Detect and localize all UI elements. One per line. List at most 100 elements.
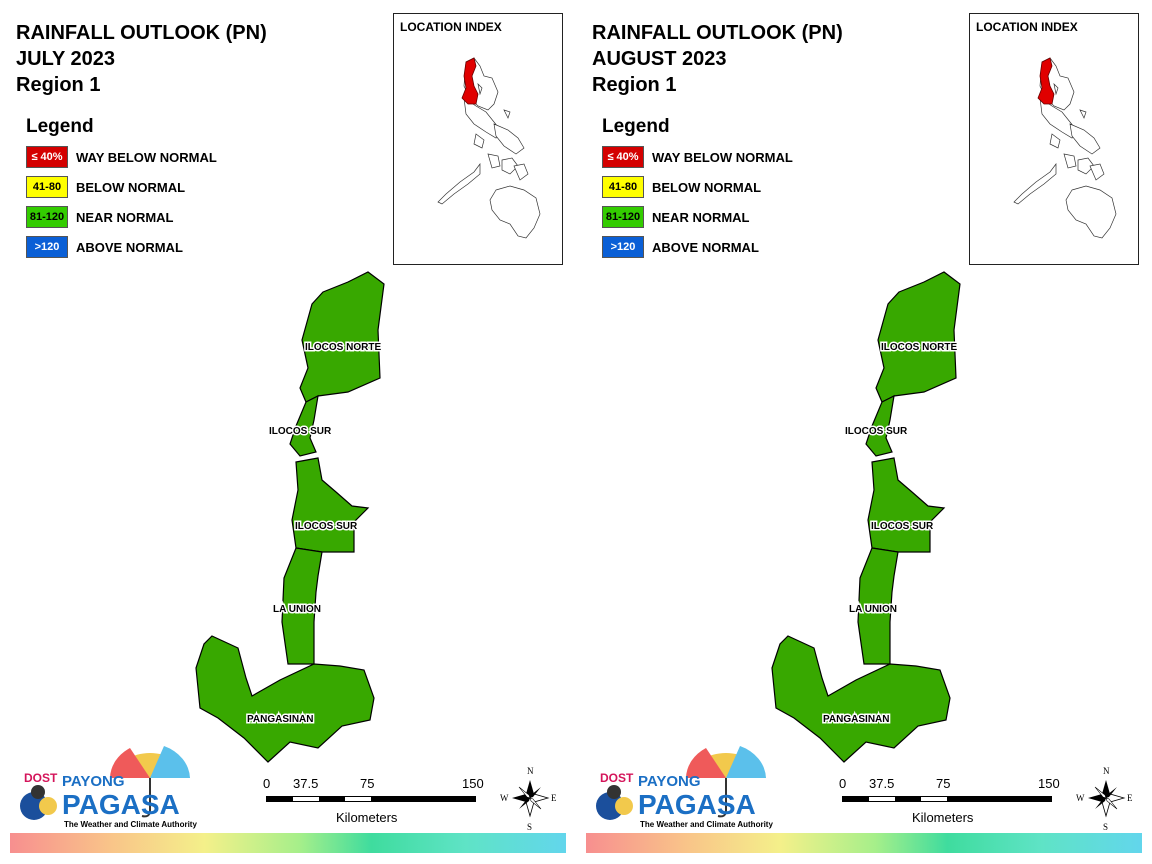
province-ilocos-sur-south: [867, 457, 946, 553]
legend-item-below-normal: 41-80 BELOW NORMAL: [602, 176, 761, 206]
pagasa-logo-graphic: DOST PAYONG PAGASA The Weather and Clima…: [596, 746, 773, 829]
philippines-index-map: [437, 57, 541, 239]
logo-payong: PAYONG: [62, 773, 125, 790]
province-ilocos-sur-north: [289, 394, 319, 457]
legend-item-near-normal: 81-120 NEAR NORMAL: [26, 206, 174, 236]
province-la-union: [857, 547, 899, 665]
legend-item-way-below-normal: ≤ 40% WAY BELOW NORMAL: [26, 146, 217, 176]
philippines-index-map: [1013, 57, 1117, 239]
province-ilocos-norte: [299, 271, 385, 403]
compass-rose-icon: N S E W: [500, 766, 557, 832]
outlook-panel-july: RAINFALL OUTLOOK (PN) JULY 2023 Region 1…: [10, 13, 566, 853]
province-pangasinan: [195, 635, 375, 763]
legend-item-way-below-normal: ≤ 40% WAY BELOW NORMAL: [602, 146, 793, 176]
footer-gradient-bar: [586, 833, 1142, 853]
province-label: ILOCOS NORTE: [881, 342, 957, 353]
scale-bar: 0 37.5 75 150 Kilometers: [832, 776, 1072, 836]
legend-swatch: 41-80: [26, 176, 68, 198]
scale-bar-graphic: [842, 796, 1052, 802]
location-index-title: LOCATION INDEX: [976, 20, 1078, 34]
province-label: PANGASINAN: [823, 714, 889, 725]
legend-title: Legend: [602, 116, 670, 137]
legend: Legend ≤ 40% WAY BELOW NORMAL 41-80 BELO…: [26, 116, 217, 266]
svg-text:N: N: [1103, 766, 1110, 776]
logo-dost: DOST: [600, 771, 634, 785]
payong-pagasa-logo: DOST PAYONG PAGASA The Weather and Clima…: [14, 740, 214, 830]
province-ilocos-sur-south: [291, 457, 370, 553]
province-label: ILOCOS SUR: [845, 426, 908, 437]
scale-unit: Kilometers: [912, 810, 974, 825]
scale-bar-graphic: [266, 796, 476, 802]
map-region: Region 1: [16, 74, 101, 96]
svg-text:S: S: [527, 822, 532, 832]
map-region: Region 1: [592, 74, 677, 96]
province-ilocos-sur-north: [865, 394, 895, 457]
legend-item-above-normal: >120 ABOVE NORMAL: [26, 236, 183, 266]
province-label: ILOCOS SUR: [295, 521, 358, 532]
map-month: JULY 2023: [16, 48, 115, 70]
location-index-title: LOCATION INDEX: [400, 20, 502, 34]
legend-label: WAY BELOW NORMAL: [76, 150, 217, 165]
location-index: LOCATION INDEX: [393, 13, 563, 265]
scale-tick: 150: [462, 776, 484, 791]
svg-text:E: E: [1127, 793, 1133, 803]
compass-rose-icon: N S E W: [1076, 766, 1133, 832]
province-label: LA UNION: [273, 604, 321, 615]
legend-swatch: >120: [602, 236, 644, 258]
logo-dost: DOST: [24, 771, 58, 785]
legend-label: NEAR NORMAL: [76, 210, 174, 225]
scale-tick: 0: [263, 776, 271, 791]
title-block: RAINFALL OUTLOOK (PN) JULY 2023 Region 1: [16, 20, 267, 98]
region-1-map: ILOCOS NORTE ILOCOS SUR ILOCOS SUR LA UN…: [195, 271, 385, 763]
outlook-panel-august: RAINFALL OUTLOOK (PN) AUGUST 2023 Region…: [576, 0, 1152, 864]
province-pangasinan: [771, 635, 951, 763]
province-label: ILOCOS SUR: [871, 521, 934, 532]
logo-tagline: The Weather and Climate Authority: [64, 820, 197, 829]
legend: Legend ≤ 40% WAY BELOW NORMAL 41-80 BELO…: [602, 116, 793, 266]
title-block: RAINFALL OUTLOOK (PN) AUGUST 2023 Region…: [592, 20, 843, 98]
scale-tick: 0: [839, 776, 847, 791]
legend-label: BELOW NORMAL: [652, 180, 762, 195]
legend-swatch: 81-120: [26, 206, 68, 228]
province-label: LA UNION: [849, 604, 897, 615]
legend-item-near-normal: 81-120 NEAR NORMAL: [602, 206, 750, 236]
pagasa-logo-graphic: DOST PAYONG PAGASA The Weather and Clima…: [20, 746, 197, 829]
legend-label: NEAR NORMAL: [652, 210, 750, 225]
legend-title: Legend: [26, 116, 94, 137]
legend-item-above-normal: >120 ABOVE NORMAL: [602, 236, 759, 266]
map-month: AUGUST 2023: [592, 48, 727, 70]
province-la-union: [281, 547, 323, 665]
scale-tick: 37.5: [293, 776, 319, 791]
legend-item-below-normal: 41-80 BELOW NORMAL: [26, 176, 185, 206]
legend-swatch: ≤ 40%: [602, 146, 644, 168]
logo-pagasa: PAGASA: [62, 789, 180, 820]
scale-tick: 75: [936, 776, 951, 791]
province-label: ILOCOS NORTE: [305, 342, 381, 353]
footer-gradient-bar: [10, 833, 566, 853]
scale-tick: 75: [360, 776, 375, 791]
legend-swatch: 41-80: [602, 176, 644, 198]
svg-text:S: S: [1103, 822, 1108, 832]
legend-label: WAY BELOW NORMAL: [652, 150, 793, 165]
region-1-map: ILOCOS NORTE ILOCOS SUR ILOCOS SUR LA UN…: [771, 271, 961, 763]
legend-swatch: >120: [26, 236, 68, 258]
scale-tick: 37.5: [869, 776, 895, 791]
map-title: RAINFALL OUTLOOK (PN): [16, 22, 267, 44]
province-label: PANGASINAN: [247, 714, 313, 725]
province-ilocos-norte: [875, 271, 961, 403]
scale-unit: Kilometers: [336, 810, 398, 825]
province-label: ILOCOS SUR: [269, 426, 332, 437]
legend-swatch: 81-120: [602, 206, 644, 228]
legend-label: ABOVE NORMAL: [76, 240, 183, 255]
svg-text:N: N: [527, 766, 534, 776]
location-index: LOCATION INDEX: [969, 13, 1139, 265]
legend-label: ABOVE NORMAL: [652, 240, 759, 255]
map-title: RAINFALL OUTLOOK (PN): [592, 22, 843, 44]
svg-text:W: W: [1076, 793, 1085, 803]
payong-pagasa-logo: DOST PAYONG PAGASA The Weather and Clima…: [590, 740, 790, 830]
legend-swatch: ≤ 40%: [26, 146, 68, 168]
scale-tick: 150: [1038, 776, 1060, 791]
scale-bar: 0 37.5 75 150 Kilometers: [256, 776, 496, 836]
logo-tagline: The Weather and Climate Authority: [640, 820, 773, 829]
svg-text:E: E: [551, 793, 557, 803]
